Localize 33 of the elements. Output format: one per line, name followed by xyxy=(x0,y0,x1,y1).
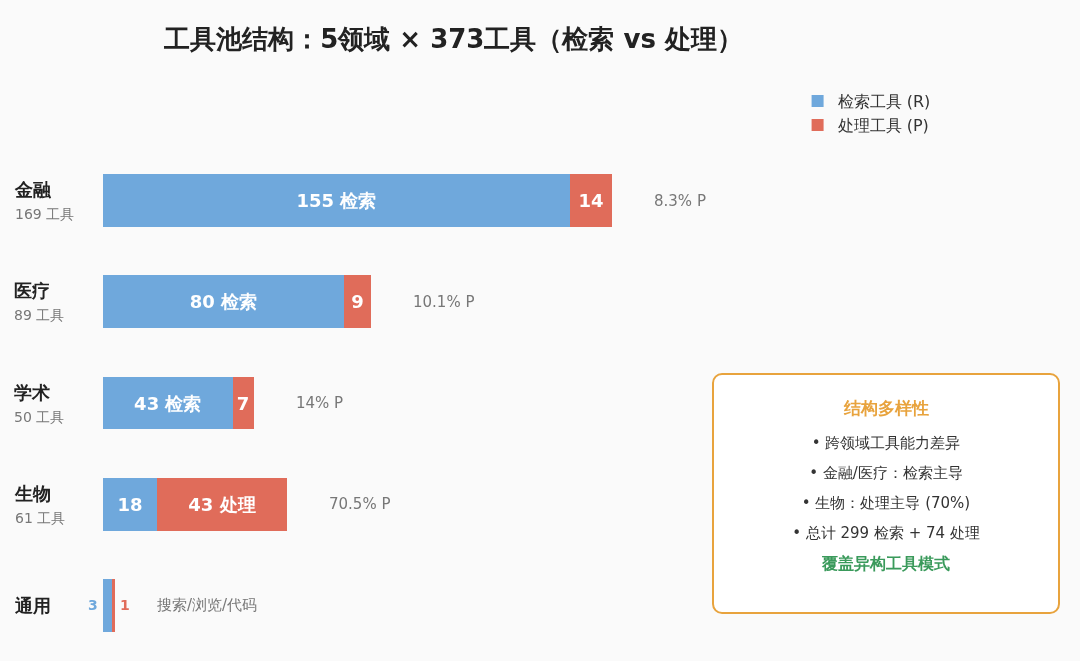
bar xyxy=(103,579,113,632)
data-label: 7 xyxy=(236,392,250,414)
legend-label: 检索工具 (R) xyxy=(837,92,931,112)
bar xyxy=(232,376,254,430)
annotation: 70.5% P xyxy=(329,495,391,513)
bar xyxy=(103,275,344,329)
annotation: 14% P xyxy=(296,394,344,412)
y-tick-label: 金融 169 工具 xyxy=(14,179,75,223)
y-tick-label: 医疗 89 工具 xyxy=(14,280,65,324)
annotation: 搜索/浏览/代码 xyxy=(157,596,258,614)
bar xyxy=(103,477,158,531)
data-label: 43 处理 xyxy=(188,493,256,515)
bar xyxy=(112,579,116,632)
data-label: 3 xyxy=(88,597,98,613)
data-label: 43 检索 xyxy=(134,392,202,414)
chart-title: 工具池结构：5领域 × 373工具（检索 vs 处理） xyxy=(163,23,743,54)
bar xyxy=(343,275,372,329)
bar xyxy=(157,477,287,531)
y-tick-label: 通用 xyxy=(14,595,51,616)
data-label: 1 xyxy=(120,597,130,613)
y-tick-label: 学术 50 工具 xyxy=(14,382,65,426)
legend-label: 处理工具 (P) xyxy=(837,116,929,136)
data-label: 155 检索 xyxy=(296,190,377,212)
data-label: 14 xyxy=(578,190,604,212)
y-tick-label: 生物 61 工具 xyxy=(14,483,66,527)
annotation: 10.1% P xyxy=(413,293,475,311)
annotation: 8.3% P xyxy=(654,192,706,210)
data-label: 9 xyxy=(351,291,364,313)
bar xyxy=(569,174,613,227)
data-label: 18 xyxy=(117,493,143,515)
bar xyxy=(103,174,570,227)
note-box: 结构多样性 • 跨领域工具能力差异 • 金融/医疗：检索主导 • 生物：处理主导 (70%) • 总计 299 检索 + 74 处理 覆盖异构工具模式 xyxy=(712,373,1060,614)
data-label: 80 检索 xyxy=(189,291,258,313)
